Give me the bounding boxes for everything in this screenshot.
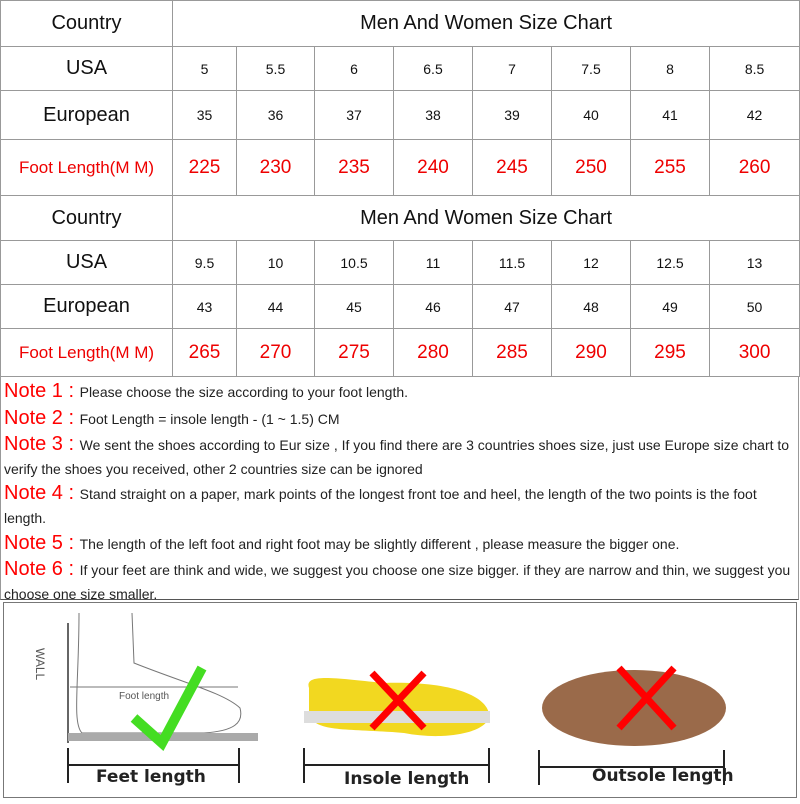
size-cell: 235 [314,139,394,196]
size-cell: 10.5 [314,240,394,285]
size-cell: 10 [236,240,315,285]
table-header-row: Country Men And Women Size Chart [0,195,800,241]
feet-length-figure: WALL Foot length [33,612,258,783]
size-cell: 275 [314,328,394,377]
size-cell: 13 [708,240,800,285]
country-header: Country [0,0,173,47]
size-cell: 5 [172,46,237,91]
size-cell: 6 [314,46,394,91]
usa-row: USA 9.5 10 10.5 11 11.5 12 12.5 13 [0,240,800,285]
size-cell: 12 [551,240,631,285]
size-cell: 230 [236,139,315,196]
wall-label: WALL [33,648,47,681]
size-cell: 225 [172,139,237,196]
eu-row: European 43 44 45 46 47 48 49 50 [0,284,800,329]
row-label: Foot Length(M M) [0,328,173,377]
row-label: European [0,284,173,329]
size-cell: 12.5 [630,240,710,285]
size-cell: 250 [551,139,631,196]
foot-length-label: Foot length [119,691,169,702]
measurement-diagram: WALL Foot length [33,612,726,785]
size-cell: 300 [708,328,800,377]
usa-row: USA 5 5.5 6 6.5 7 7.5 8 8.5 [0,46,800,91]
foot-row: Foot Length(M M) 265 270 275 280 285 290 295 300 [0,328,800,377]
size-cell: 37 [314,90,394,140]
foot-row: Foot Length(M M) 225 230 235 240 245 250 255 260 [0,139,800,196]
size-chart-table: Country Men And Women Size Chart USA 5 5.5 6 6… [0,0,800,377]
size-cell: 240 [393,139,473,196]
insole-length-caption: Insole length [344,769,470,789]
size-cell: 280 [393,328,473,377]
note-3: Note 3 : We sent the shoes according to … [4,432,795,481]
row-label: European [0,90,173,140]
row-label: USA [0,240,173,285]
note-label: Note 2 : [4,407,80,429]
note-label: Note 6 : [4,558,80,580]
note-4: Note 4 : Stand straight on a paper, mark… [4,481,795,530]
chart-title: Men And Women Size Chart [171,0,800,47]
size-cell: 6.5 [393,46,473,91]
size-cell: 8 [630,46,710,91]
note-text: Please choose the size according to your… [79,384,409,400]
size-cell: 36 [236,90,315,140]
size-cell: 7 [472,46,552,91]
eu-row: European 35 36 37 38 39 40 41 42 [0,90,800,140]
cross-icon [616,665,677,731]
size-cell: 285 [472,328,552,377]
chart-title: Men And Women Size Chart [171,195,800,241]
insole-figure [303,670,490,783]
size-cell: 265 [172,328,237,377]
cross-icon [369,670,427,731]
size-cell: 38 [393,90,473,140]
size-cell: 295 [630,328,710,377]
size-cell: 50 [708,284,800,329]
note-2: Note 2 : Foot Length = insole length - (… [4,405,795,432]
size-cell: 44 [236,284,315,329]
row-label: Foot Length(M M) [0,139,173,196]
note-label: Note 4 : [4,482,80,504]
size-cell: 8.5 [708,46,800,91]
notes-section: Note 1 : Please choose the size accordin… [0,376,799,602]
note-label: Note 1 : [4,380,80,402]
check-icon [130,665,207,751]
size-cell: 41 [630,90,710,140]
note-5: Note 5 : The length of the left foot and… [4,530,795,557]
size-cell: 245 [472,139,552,196]
table-header-row: Country Men And Women Size Chart [0,0,800,47]
note-text: We sent the shoes according to Eur size … [4,437,790,477]
measurement-illustration: WALL Foot length Feet length Insole leng… [3,602,797,798]
outsole-length-caption: Outsole length [592,766,734,786]
size-cell: 9.5 [172,240,237,285]
size-cell: 40 [551,90,631,140]
size-cell: 49 [630,284,710,329]
size-cell: 48 [551,284,631,329]
size-cell: 11.5 [472,240,552,285]
feet-length-caption: Feet length [96,767,206,787]
size-cell: 46 [393,284,473,329]
note-6: Note 6 : If your feet are think and wide… [4,557,795,606]
size-cell: 39 [472,90,552,140]
country-header: Country [0,195,173,241]
size-cell: 11 [393,240,473,285]
size-cell: 47 [472,284,552,329]
size-cell: 5.5 [236,46,315,91]
note-label: Note 3 : [4,433,80,455]
size-cell: 290 [551,328,631,377]
size-cell: 270 [236,328,315,377]
row-label: USA [0,46,173,91]
note-text: Stand straight on a paper, mark points o… [4,486,757,526]
size-cell: 35 [172,90,237,140]
note-1: Note 1 : Please choose the size accordin… [4,378,795,405]
size-cell: 43 [172,284,237,329]
note-text: If your feet are think and wide, we sugg… [4,562,791,602]
note-text: Foot Length = insole length - (1 ~ 1.5) … [79,411,340,427]
note-label: Note 5 : [4,532,80,554]
size-cell: 7.5 [551,46,631,91]
size-cell: 45 [314,284,394,329]
note-text: The length of the left foot and right fo… [79,536,680,552]
size-cell: 260 [708,139,800,196]
outsole-figure [538,665,726,785]
size-cell: 42 [708,90,800,140]
size-cell: 255 [630,139,710,196]
